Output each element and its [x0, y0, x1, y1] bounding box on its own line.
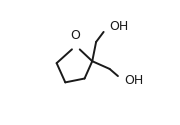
Text: O: O [70, 29, 80, 42]
Text: OH: OH [109, 20, 128, 33]
Text: OH: OH [125, 74, 144, 87]
